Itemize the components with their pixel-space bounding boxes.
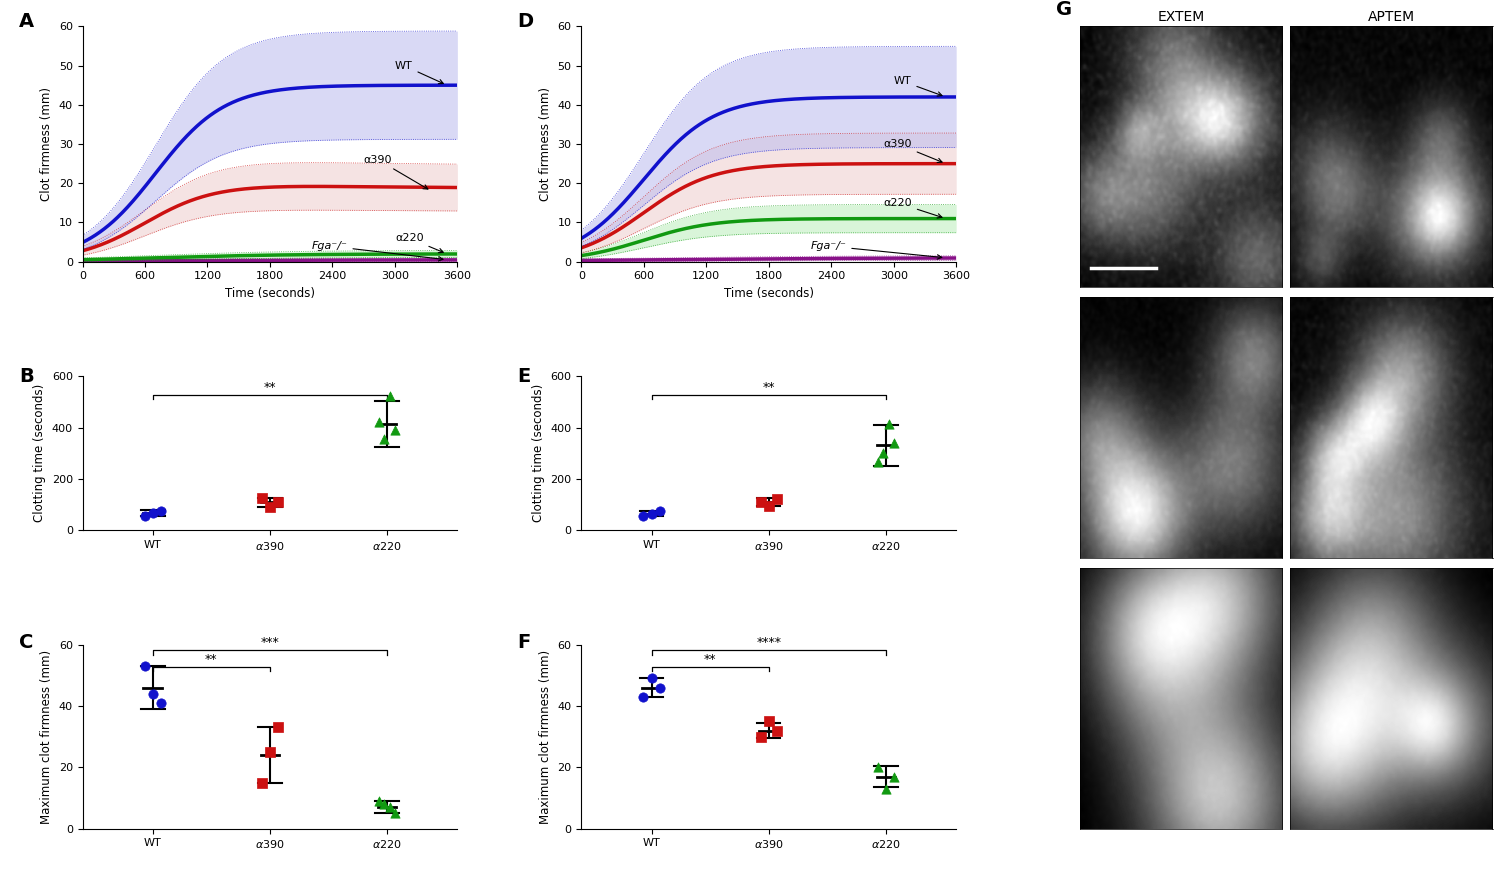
Point: [258, 745, 282, 759]
Point: [148, 695, 172, 709]
Y-axis label: Maximum clot firmness (mm): Maximum clot firmness (mm): [538, 650, 552, 824]
Point: [874, 781, 898, 795]
Text: WT: WT: [394, 61, 444, 83]
Y-axis label: Clot firmness (mm): Clot firmness (mm): [40, 87, 53, 201]
Point: [258, 500, 282, 514]
Point: [648, 681, 672, 695]
Text: ***: ***: [261, 636, 279, 649]
Text: **: **: [264, 381, 276, 394]
Text: D: D: [518, 12, 534, 32]
Point: [372, 797, 396, 811]
Point: [865, 760, 889, 774]
Point: [758, 498, 782, 512]
Point: [378, 800, 402, 814]
X-axis label: Time (seconds): Time (seconds): [225, 287, 315, 300]
Y-axis label: Clotting time (seconds): Clotting time (seconds): [33, 384, 46, 522]
Point: [384, 423, 408, 437]
Point: [882, 436, 906, 450]
Text: A: A: [20, 12, 34, 32]
Title: EXTEM: EXTEM: [1158, 10, 1204, 24]
Text: **: **: [206, 652, 218, 666]
Point: [132, 659, 156, 673]
Point: [632, 689, 656, 703]
Point: [249, 775, 273, 789]
Point: [871, 446, 895, 460]
Y-axis label: Clotting time (seconds): Clotting time (seconds): [532, 384, 544, 522]
Point: [882, 769, 906, 783]
Point: [249, 491, 273, 505]
Text: C: C: [20, 633, 33, 652]
Text: E: E: [518, 367, 531, 386]
Point: [639, 671, 663, 685]
Point: [648, 504, 672, 518]
Point: [865, 455, 889, 469]
Point: [748, 730, 772, 744]
Point: [141, 506, 165, 520]
Point: [148, 503, 172, 517]
Point: [266, 495, 290, 509]
Text: F: F: [518, 633, 531, 652]
Point: [132, 509, 156, 523]
Point: [632, 509, 656, 523]
Text: **: **: [762, 381, 776, 394]
Point: [141, 687, 165, 701]
Point: [368, 794, 392, 808]
Text: WT: WT: [894, 76, 942, 96]
Y-axis label: Maximum clot firmness (mm): Maximum clot firmness (mm): [40, 650, 53, 824]
Text: **: **: [704, 652, 717, 666]
Point: [876, 417, 900, 431]
Text: α390: α390: [363, 154, 428, 189]
Title: APTEM: APTEM: [1368, 10, 1414, 24]
X-axis label: Time (seconds): Time (seconds): [724, 287, 815, 300]
Point: [384, 806, 408, 820]
Point: [765, 492, 789, 506]
Y-axis label: Clot firmness (mm): Clot firmness (mm): [538, 87, 552, 201]
Point: [748, 495, 772, 509]
Point: [372, 432, 396, 446]
Point: [368, 416, 392, 430]
Point: [765, 724, 789, 738]
Point: [378, 389, 402, 403]
Text: B: B: [20, 367, 33, 386]
Point: [758, 714, 782, 728]
Text: Fga⁻/⁻: Fga⁻/⁻: [312, 241, 442, 261]
Text: ****: ****: [756, 636, 782, 649]
Text: G: G: [1056, 0, 1072, 19]
Point: [266, 720, 290, 734]
Text: α220: α220: [394, 233, 442, 253]
Text: α220: α220: [884, 198, 942, 218]
Text: Fga⁻/⁻: Fga⁻/⁻: [810, 241, 942, 260]
Text: α390: α390: [884, 139, 942, 162]
Point: [639, 507, 663, 521]
